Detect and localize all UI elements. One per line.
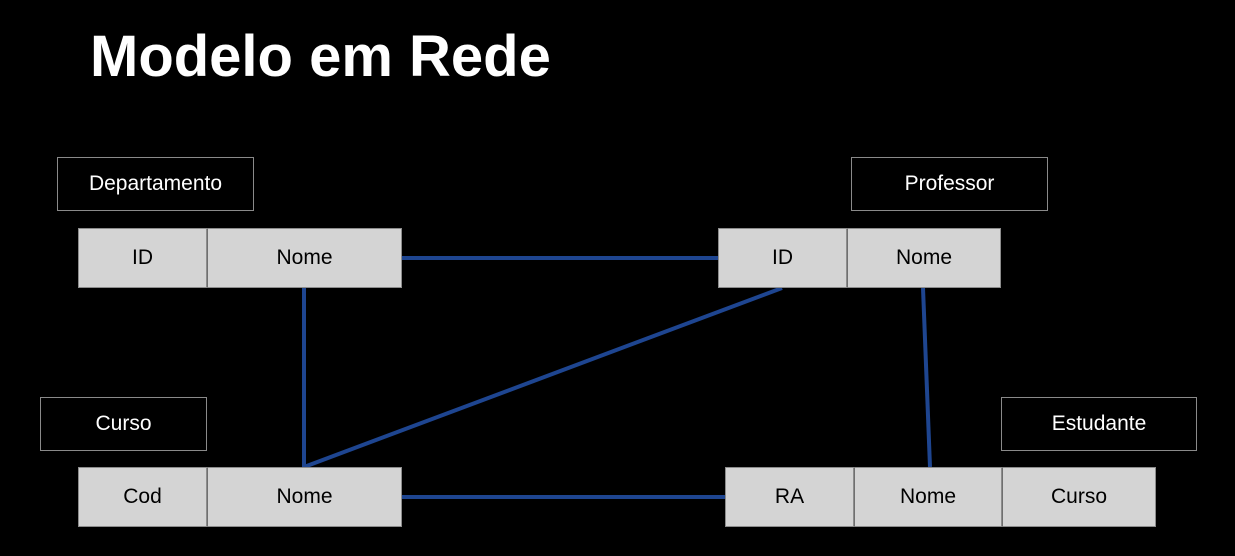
page-title: Modelo em Rede [90, 24, 551, 89]
entity-label-professor: Professor [851, 157, 1048, 211]
record-estudante: RA Nome Curso [725, 467, 1156, 527]
field-departamento-nome: Nome [207, 228, 402, 288]
field-estudante-ra: RA [725, 467, 854, 527]
entity-label-estudante: Estudante [1001, 397, 1197, 451]
record-professor: ID Nome [718, 228, 1001, 288]
field-professor-id: ID [718, 228, 847, 288]
link-professor-id-curso-nome [303, 286, 783, 469]
field-curso-cod: Cod [78, 467, 207, 527]
field-estudante-curso: Curso [1002, 467, 1156, 527]
field-curso-nome: Nome [207, 467, 402, 527]
field-estudante-nome: Nome [854, 467, 1002, 527]
link-professor-nome-estudante-nome [921, 287, 932, 468]
entity-label-curso: Curso [40, 397, 207, 451]
field-departamento-id: ID [78, 228, 207, 288]
record-departamento: ID Nome [78, 228, 402, 288]
field-professor-nome: Nome [847, 228, 1001, 288]
record-curso: Cod Nome [78, 467, 402, 527]
entity-label-departamento: Departamento [57, 157, 254, 211]
